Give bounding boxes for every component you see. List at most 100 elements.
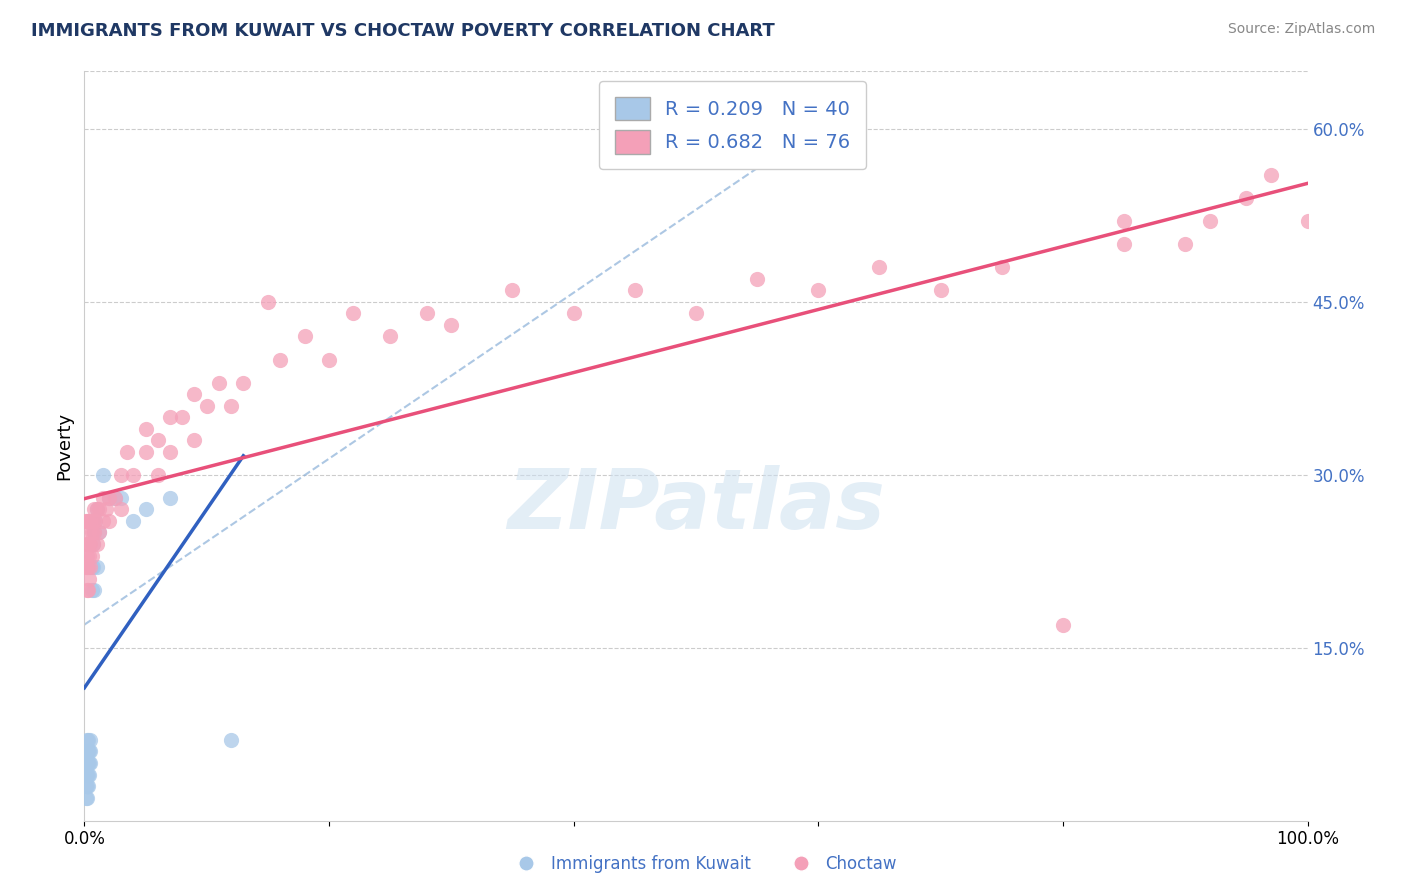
Point [80, 583, 103, 598]
Point [77, 767, 100, 781]
Point [77, 583, 100, 598]
Point [76, 549, 98, 563]
Point [76, 514, 98, 528]
Point [76, 756, 98, 770]
Point [75, 537, 97, 551]
Point [562, 306, 585, 320]
Point [77, 767, 100, 781]
Point [79, 744, 101, 758]
Point [97, 514, 120, 528]
Point [77, 744, 100, 758]
Point [75, 560, 97, 574]
Point [183, 387, 205, 401]
Point [219, 733, 242, 747]
Point [77, 525, 100, 540]
Point [86, 502, 108, 516]
Point [86, 502, 108, 516]
Point [86, 560, 108, 574]
Point [91, 491, 114, 505]
Point [269, 352, 291, 367]
Point [76, 583, 98, 598]
Point [1114, 214, 1136, 228]
Point [869, 260, 891, 275]
Point [79, 733, 101, 747]
Point [83, 525, 105, 540]
Point [135, 422, 157, 436]
Point [318, 352, 340, 367]
Point [82, 560, 104, 574]
Point [146, 434, 169, 448]
Point [115, 444, 138, 458]
Point [97, 491, 120, 505]
Point [96, 502, 118, 516]
Point [80, 525, 103, 540]
Point [77, 572, 100, 586]
Point [77, 560, 100, 574]
Point [159, 410, 181, 425]
Point [1114, 237, 1136, 252]
Y-axis label: Poverty: Poverty [55, 412, 73, 480]
Point [77, 756, 100, 770]
Point [82, 537, 104, 551]
Point [75, 767, 97, 781]
Point [135, 444, 157, 458]
Point [110, 491, 132, 505]
Point [208, 376, 231, 390]
Point [1198, 214, 1220, 228]
Point [172, 410, 194, 425]
Point [77, 514, 100, 528]
Point [83, 583, 105, 598]
Point [79, 514, 101, 528]
Point [87, 502, 110, 516]
Point [294, 329, 316, 343]
Point [75, 779, 97, 793]
Point [79, 537, 101, 551]
Point [83, 502, 105, 516]
Point [122, 514, 145, 528]
Point [747, 272, 769, 286]
Point [80, 549, 103, 563]
Legend: Immigrants from Kuwait, Choctaw: Immigrants from Kuwait, Choctaw [502, 848, 904, 880]
Point [195, 399, 218, 413]
Point [76, 744, 98, 758]
Point [440, 318, 463, 332]
Point [257, 294, 280, 309]
Point [86, 537, 108, 551]
Point [77, 756, 100, 770]
Point [79, 560, 101, 574]
Point [77, 549, 100, 563]
Point [77, 537, 100, 551]
Point [76, 779, 98, 793]
Point [84, 514, 107, 528]
Point [76, 733, 98, 747]
Legend: R = 0.209   N = 40, R = 0.682   N = 76: R = 0.209 N = 40, R = 0.682 N = 76 [599, 81, 866, 169]
Point [76, 560, 98, 574]
Point [1236, 191, 1258, 205]
Point [77, 744, 100, 758]
Point [75, 744, 97, 758]
Point [380, 329, 402, 343]
Point [1296, 214, 1319, 228]
Point [1260, 168, 1282, 182]
Point [75, 756, 97, 770]
Point [83, 525, 105, 540]
Point [104, 491, 127, 505]
Point [232, 376, 254, 390]
Point [991, 260, 1014, 275]
Point [416, 306, 439, 320]
Point [91, 467, 114, 482]
Point [75, 790, 97, 805]
Point [79, 756, 101, 770]
Point [87, 525, 110, 540]
Point [82, 514, 104, 528]
Point [685, 306, 707, 320]
Point [104, 491, 127, 505]
Point [624, 284, 647, 298]
Point [502, 284, 524, 298]
Point [97, 491, 120, 505]
Point [76, 790, 98, 805]
Point [159, 444, 181, 458]
Point [122, 467, 145, 482]
Point [1052, 617, 1074, 632]
Point [146, 467, 169, 482]
